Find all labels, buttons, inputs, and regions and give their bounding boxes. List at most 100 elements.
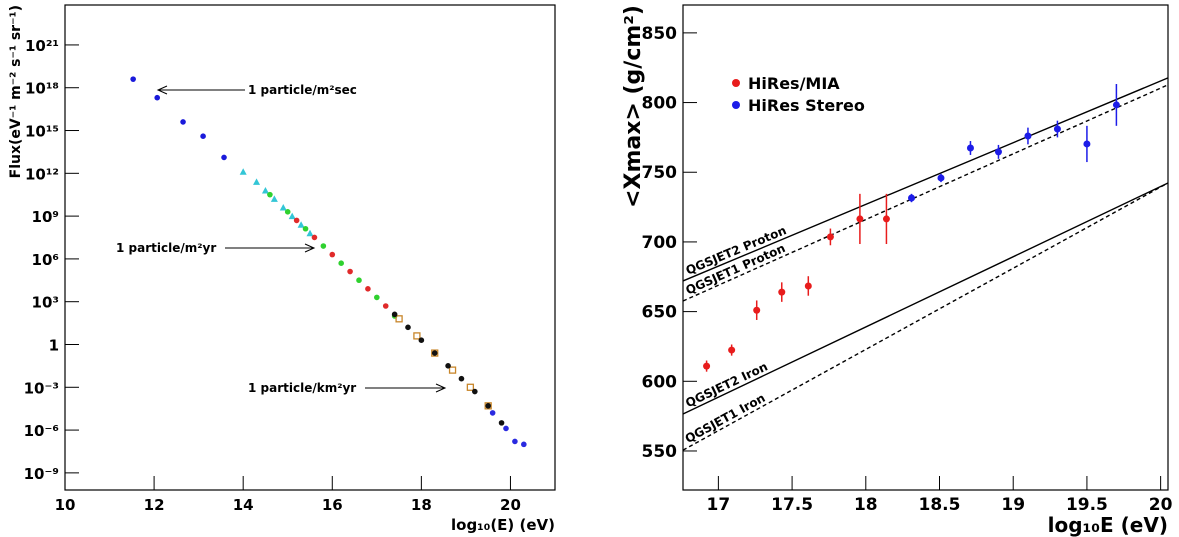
point xyxy=(329,251,336,258)
y-tick-label: 650 xyxy=(642,303,678,323)
y-tick-label: 10¹⁵ xyxy=(25,123,59,141)
point xyxy=(521,441,527,448)
point xyxy=(1112,101,1120,109)
y-axis-label: <Xmax> (g/cm²) xyxy=(621,5,646,208)
point xyxy=(253,178,261,185)
y-tick-label: 750 xyxy=(642,163,678,183)
model-line xyxy=(682,182,1169,451)
point xyxy=(311,234,318,241)
point xyxy=(856,215,864,223)
point xyxy=(297,221,305,228)
point xyxy=(270,195,278,202)
point xyxy=(1024,132,1032,140)
y-tick-label: 10⁻⁹ xyxy=(24,465,59,483)
point xyxy=(338,260,344,266)
x-tick-label: 14 xyxy=(233,496,254,514)
point xyxy=(994,148,1002,156)
panel: 17 17.5 18 18.5 19 19.5 20 550 600 650 700 750 800 85… xyxy=(621,4,1173,537)
point xyxy=(882,215,890,223)
x-tick-label: 18 xyxy=(411,496,432,514)
point xyxy=(356,277,362,284)
point xyxy=(937,174,945,182)
x-tick-label: 17.5 xyxy=(771,495,813,515)
point xyxy=(365,286,371,292)
point xyxy=(703,362,711,370)
point xyxy=(391,311,398,318)
point xyxy=(503,425,509,432)
point xyxy=(347,268,353,275)
point xyxy=(239,168,247,175)
x-tick-label: 20 xyxy=(1149,495,1173,515)
point xyxy=(1083,140,1091,148)
point xyxy=(431,349,439,357)
legend-marker xyxy=(732,79,740,87)
y-tick-label: 800 xyxy=(642,94,678,114)
annotation: 1 particle/m²yr xyxy=(116,241,216,255)
y-tick-label: 10²¹ xyxy=(25,37,59,55)
point xyxy=(267,191,273,198)
point xyxy=(431,350,438,356)
y-tick-label: 850 xyxy=(642,24,678,44)
y-axis-label: Flux(eV⁻¹ m⁻² s⁻¹ sr⁻¹) xyxy=(8,5,24,178)
point xyxy=(966,144,974,152)
arrow-head xyxy=(435,383,447,393)
point xyxy=(728,346,736,354)
point xyxy=(261,186,269,194)
point xyxy=(907,194,915,202)
model-line xyxy=(682,77,1169,282)
x-tick-label: 20 xyxy=(500,496,521,514)
annotation: 1 particle/m²sec xyxy=(248,83,357,97)
point xyxy=(154,94,161,101)
point xyxy=(418,337,425,343)
y-tick-label: 10⁻⁶ xyxy=(24,422,59,440)
point xyxy=(472,388,478,395)
legend-label: HiRes Stereo xyxy=(748,96,865,115)
point xyxy=(466,383,475,391)
y-tick-label: 600 xyxy=(642,372,678,392)
point xyxy=(445,363,451,369)
y-tick-label: 10⁻³ xyxy=(24,379,59,397)
point xyxy=(284,209,291,215)
point xyxy=(306,229,314,237)
point xyxy=(200,133,206,139)
plot-frame xyxy=(682,4,1169,491)
x-tick-label: 19 xyxy=(1001,495,1025,515)
point xyxy=(498,420,505,426)
x-tick-label: 19.5 xyxy=(1066,495,1108,515)
x-tick-label: 16 xyxy=(322,496,343,514)
x-tick-label: 18 xyxy=(854,495,878,515)
point xyxy=(374,294,380,301)
point xyxy=(512,438,518,445)
point xyxy=(458,375,465,382)
legend-label: HiRes/MIA xyxy=(748,74,840,93)
point xyxy=(320,243,327,249)
y-tick-label: 10¹² xyxy=(25,165,59,183)
y-tick-label: 550 xyxy=(642,442,678,462)
y-tick-label: 700 xyxy=(642,233,678,253)
legend-marker xyxy=(732,101,740,109)
point xyxy=(484,402,492,410)
model-line xyxy=(682,84,1169,302)
x-tick-label: 18.5 xyxy=(919,495,961,515)
plot-frame xyxy=(64,4,556,491)
y-tick-label: 10³ xyxy=(32,294,59,312)
x-axis-label: log₁₀E (eV) xyxy=(1048,513,1168,537)
point xyxy=(302,225,309,232)
point xyxy=(382,303,389,309)
point xyxy=(288,212,296,220)
point xyxy=(221,154,227,161)
point xyxy=(413,332,421,340)
point xyxy=(485,403,491,409)
point xyxy=(130,76,136,82)
x-axis-label: log₁₀(E) (eV) xyxy=(451,516,555,534)
point xyxy=(753,306,761,314)
x-tick-label: 10 xyxy=(55,496,76,514)
point xyxy=(804,282,812,290)
point xyxy=(489,410,496,416)
point xyxy=(279,204,287,211)
x-tick-label: 17 xyxy=(707,495,731,515)
point xyxy=(405,324,411,331)
y-tick-label: 10⁶ xyxy=(32,251,59,269)
arrow-head xyxy=(304,243,316,253)
